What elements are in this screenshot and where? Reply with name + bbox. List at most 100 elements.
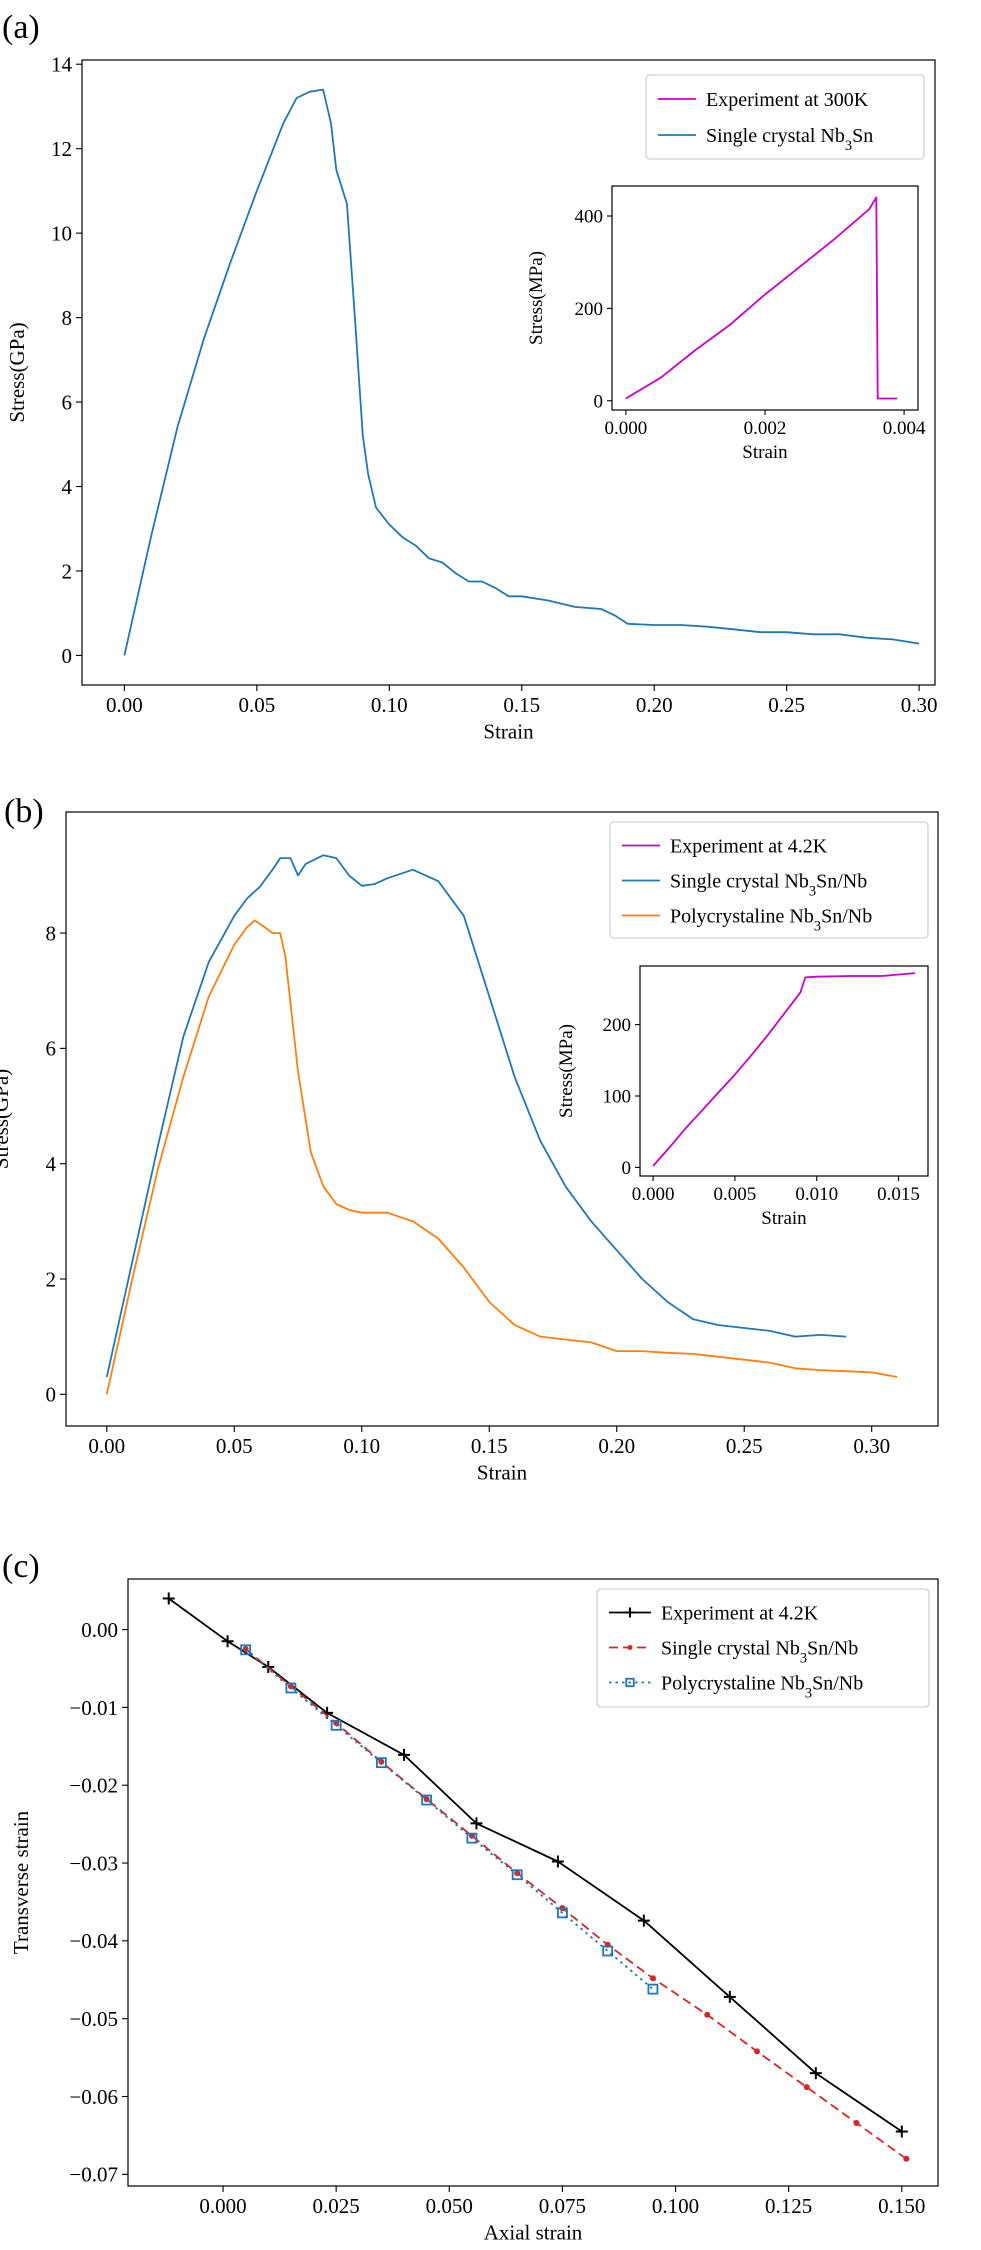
y-tick-label: 4 <box>46 1152 57 1176</box>
inset-y-tick-label: 0 <box>594 391 604 412</box>
series-line-polycrystaline-nb3sn-nb <box>105 919 898 1395</box>
inset-axes: 0.000 0.002 0.004 0 200 400 Strain Stress(MPa) <box>526 185 926 463</box>
panel-label-b: (b) <box>4 793 44 830</box>
y-tick-label: 8 <box>46 921 57 945</box>
series-point-experiment-at-4-2k <box>551 1855 564 1868</box>
axes: 0.00 0.05 0.10 0.15 0.20 0.25 0.30 0 2 4 6 8 10 12 14 S… <box>5 53 937 744</box>
series-point-single-crystal-nb3sn-nb <box>704 2011 711 2018</box>
inset-series-line-experiment-at-4-2k <box>652 972 915 1167</box>
legend-label-experiment-at-300k: Experiment at 300K <box>706 89 869 111</box>
x-tick-label: 0.025 <box>313 2194 360 2218</box>
series-point-experiment-at-4-2k <box>723 1990 736 2003</box>
y-tick-label: 0 <box>62 644 73 668</box>
x-tick-label: 0.20 <box>636 693 673 717</box>
y-tick-label: −0.07 <box>69 2163 118 2187</box>
y-tick-label: 2 <box>62 559 73 583</box>
inset-plot-frame <box>611 185 919 411</box>
series-point-experiment-at-4-2k <box>895 2125 908 2138</box>
inset-x-axis-label: Strain <box>761 1208 807 1229</box>
panel-label-a: (a) <box>2 9 40 46</box>
series-point-polycrystaline-nb3sn-nb <box>557 1907 568 1919</box>
x-tick-label: 0.30 <box>901 693 938 717</box>
x-tick-label: 0.075 <box>539 2194 586 2218</box>
series-point-polycrystaline-nb3sn-nb <box>466 1832 478 1844</box>
series-point-experiment-at-4-2k <box>809 2067 822 2080</box>
series-point-experiment-at-4-2k <box>162 1592 175 1605</box>
series-line-polycrystaline-nb3sn-nb <box>245 1649 654 1990</box>
y-tick-label: 12 <box>51 137 72 161</box>
series-point-polycrystaline-nb3sn-nb <box>602 1945 614 1957</box>
x-tick-label: 0.050 <box>426 2194 473 2218</box>
inset-x-tick-label: 0.010 <box>795 1184 838 1205</box>
y-axis-label: Stress(GPa) <box>0 1069 13 1169</box>
series-point-single-crystal-nb3sn-nb <box>649 1975 656 1982</box>
x-tick-label: 0.10 <box>343 1434 380 1458</box>
series-point-single-crystal-nb3sn-nb <box>514 1870 521 1877</box>
legend: Experiment at 4.2K Single crystal Nb3Sn/N… <box>609 821 929 939</box>
inset-x-tick-label: 0.002 <box>744 418 787 439</box>
x-axis-label: Strain <box>483 719 534 743</box>
x-tick-label: 0.25 <box>768 693 805 717</box>
series-point-polycrystaline-nb3sn-nb <box>647 1983 659 1995</box>
series-point-single-crystal-nb3sn-nb <box>287 1683 294 1690</box>
series-point-single-crystal-nb3sn-nb <box>903 2155 910 2162</box>
x-tick-label: 0.125 <box>765 2194 812 2218</box>
y-axis-label: Transverse strain <box>9 1810 33 1954</box>
series-point-single-crystal-nb3sn-nb <box>853 2119 860 2126</box>
legend-label-single-crystal-nb3sn-nb: Single crystal Nb3Sn/Nb <box>661 1638 858 1667</box>
x-tick-label: 0.150 <box>878 2194 925 2218</box>
inset-x-tick-label: 0.015 <box>877 1184 920 1205</box>
series-point-polycrystaline-nb3sn-nb <box>285 1682 297 1694</box>
legend-marker-experiment-at-4-2k <box>625 1607 635 1618</box>
y-axis-label: Stress(GPa) <box>5 322 29 422</box>
chart-panel-c: 0.000 0.025 0.050 0.075 0.100 0.125 0.150 0.00 −… <box>9 1578 939 2244</box>
legend-marker-single-crystal-nb3sn-nb <box>627 1645 633 1650</box>
series-point-polycrystaline-nb3sn-nb <box>376 1757 387 1769</box>
series-point-experiment-at-4-2k <box>221 1635 234 1648</box>
x-axis-label: Axial strain <box>484 2220 583 2244</box>
series-point-polycrystaline-nb3sn-nb <box>421 1794 433 1806</box>
y-tick-label: 8 <box>62 306 73 330</box>
panel-label-c: (c) <box>2 1548 40 1585</box>
y-tick-label: 14 <box>51 53 73 77</box>
plot-frame <box>65 811 939 1427</box>
legend-frame <box>596 1588 930 1708</box>
y-tick-label: −0.02 <box>69 1774 118 1798</box>
inset-x-tick-label: 0.000 <box>632 1184 675 1205</box>
inset-y-axis-label: Stress(MPa) <box>556 1024 577 1118</box>
legend-marker-polycrystaline-nb3sn-nb <box>625 1677 635 1688</box>
y-tick-label: −0.01 <box>69 1696 118 1720</box>
plot-frame <box>81 59 936 686</box>
series-point-single-crystal-nb3sn-nb <box>753 2048 760 2055</box>
inset-y-tick-label: 200 <box>603 1015 632 1036</box>
series-point-polycrystaline-nb3sn-nb <box>511 1869 523 1881</box>
y-tick-label: −0.03 <box>69 1851 118 1875</box>
legend-frame <box>609 821 929 939</box>
x-tick-label: 0.05 <box>238 693 275 717</box>
legend-label-single-crystal-nb3sn-nb: Single crystal Nb3Sn/Nb <box>670 871 867 900</box>
inset-x-axis-label: Strain <box>742 442 788 463</box>
x-tick-label: 0.30 <box>853 1434 890 1458</box>
x-tick-label: 0.000 <box>199 2194 246 2218</box>
x-tick-label: 0.10 <box>371 693 408 717</box>
y-tick-label: −0.05 <box>69 2007 118 2031</box>
legend: Experiment at 300K Single crystal Nb3Sn <box>645 74 925 160</box>
inset-y-tick-label: 0 <box>622 1158 632 1179</box>
inset-series-line-experiment-at-300k <box>625 196 898 400</box>
legend-label-single-crystal-nb3sn: Single crystal Nb3Sn <box>706 125 873 154</box>
legend-label-polycrystaline-nb3sn-nb: Polycrystaline Nb3Sn/Nb <box>670 906 872 935</box>
x-tick-label: 0.05 <box>216 1434 253 1458</box>
series-point-polycrystaline-nb3sn-nb <box>240 1644 252 1656</box>
y-tick-label: −0.04 <box>69 1929 118 1953</box>
inset-chart: 0.000 0.005 0.010 0.015 0 100 200 Strain Stress(… <box>556 965 929 1229</box>
inset-chart: 0.000 0.002 0.004 0 200 400 Strain Stress(MPa) <box>526 185 926 463</box>
inset-plot-frame <box>639 965 929 1177</box>
inset-y-tick-label: 200 <box>575 299 604 320</box>
inset-x-tick-label: 0.005 <box>714 1184 757 1205</box>
inset-y-tick-label: 400 <box>575 207 604 228</box>
inset-y-tick-label: 100 <box>603 1087 632 1108</box>
inset-axes: 0.000 0.005 0.010 0.015 0 100 200 Strain Stress(… <box>556 965 929 1229</box>
legend-label-polycrystaline-nb3sn-nb: Polycrystaline Nb3Sn/Nb <box>661 1673 863 1702</box>
x-tick-label: 0.00 <box>88 1434 125 1458</box>
